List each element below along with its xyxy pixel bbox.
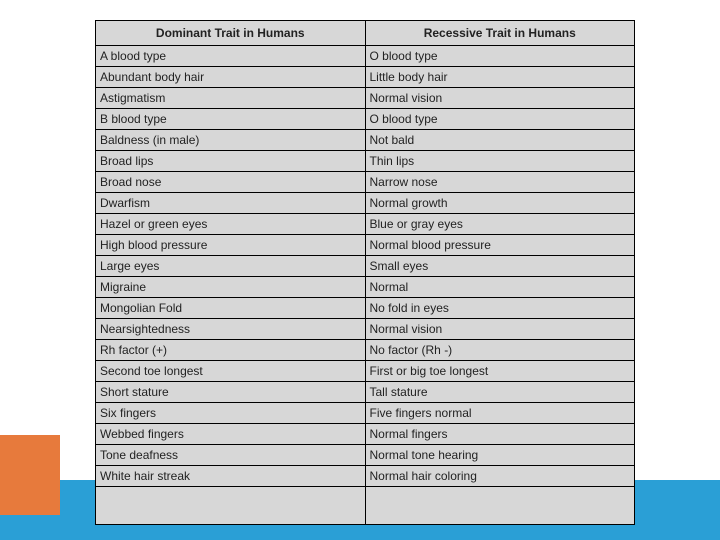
cell-dominant: Large eyes [96, 256, 366, 277]
traits-table-container: Dominant Trait in Humans Recessive Trait… [95, 20, 635, 525]
table-row: NearsightednessNormal vision [96, 319, 635, 340]
cell-dominant: White hair streak [96, 466, 366, 487]
cell-dominant: Nearsightedness [96, 319, 366, 340]
cell-dominant: Baldness (in male) [96, 130, 366, 151]
cell-dominant: Migraine [96, 277, 366, 298]
cell-dominant: Short stature [96, 382, 366, 403]
cell-recessive: Normal [365, 277, 635, 298]
table-row: Hazel or green eyesBlue or gray eyes [96, 214, 635, 235]
table-row: Tone deafnessNormal tone hearing [96, 445, 635, 466]
table-row: B blood typeO blood type [96, 109, 635, 130]
table-row: White hair streakNormal hair coloring [96, 466, 635, 487]
cell-recessive: Little body hair [365, 67, 635, 88]
cell-recessive: Normal blood pressure [365, 235, 635, 256]
cell-dominant: A blood type [96, 46, 366, 67]
table-row: Baldness (in male)Not bald [96, 130, 635, 151]
table-row: High blood pressureNormal blood pressure [96, 235, 635, 256]
cell-recessive: Normal tone hearing [365, 445, 635, 466]
cell-recessive: Normal hair coloring [365, 466, 635, 487]
cell-dominant: Webbed fingers [96, 424, 366, 445]
cell-dominant: Broad nose [96, 172, 366, 193]
table-body: A blood typeO blood typeAbundant body ha… [96, 46, 635, 525]
cell-dominant: Mongolian Fold [96, 298, 366, 319]
cell-recessive: Blue or gray eyes [365, 214, 635, 235]
cell-recessive: Normal vision [365, 88, 635, 109]
table-row: Six fingersFive fingers normal [96, 403, 635, 424]
col-header-dominant: Dominant Trait in Humans [96, 21, 366, 46]
cell-recessive: Normal growth [365, 193, 635, 214]
cell-dominant: Tone deafness [96, 445, 366, 466]
table-row: Broad lipsThin lips [96, 151, 635, 172]
table-row: Short statureTall stature [96, 382, 635, 403]
cell-recessive: Not bald [365, 130, 635, 151]
table-row: Abundant body hairLittle body hair [96, 67, 635, 88]
cell-dominant: Hazel or green eyes [96, 214, 366, 235]
cell-dominant: B blood type [96, 109, 366, 130]
table-row: DwarfismNormal growth [96, 193, 635, 214]
table-row: Second toe longestFirst or big toe longe… [96, 361, 635, 382]
cell-recessive: Normal fingers [365, 424, 635, 445]
cell-recessive: Narrow nose [365, 172, 635, 193]
cell-recessive: No fold in eyes [365, 298, 635, 319]
table-row: Large eyesSmall eyes [96, 256, 635, 277]
cell-recessive: O blood type [365, 46, 635, 67]
table-row: MigraineNormal [96, 277, 635, 298]
table-row: Broad noseNarrow nose [96, 172, 635, 193]
cell-recessive: First or big toe longest [365, 361, 635, 382]
cell-dominant: Dwarfism [96, 193, 366, 214]
table-row: AstigmatismNormal vision [96, 88, 635, 109]
table-row: Webbed fingersNormal fingers [96, 424, 635, 445]
table-spacer-row [96, 487, 635, 525]
spacer-cell [365, 487, 635, 525]
col-header-recessive: Recessive Trait in Humans [365, 21, 635, 46]
cell-dominant: Broad lips [96, 151, 366, 172]
cell-recessive: Five fingers normal [365, 403, 635, 424]
cell-dominant: High blood pressure [96, 235, 366, 256]
cell-dominant: Rh factor (+) [96, 340, 366, 361]
cell-dominant: Six fingers [96, 403, 366, 424]
cell-recessive: Thin lips [365, 151, 635, 172]
cell-recessive: Small eyes [365, 256, 635, 277]
table-row: Rh factor (+)No factor (Rh -) [96, 340, 635, 361]
cell-dominant: Second toe longest [96, 361, 366, 382]
cell-recessive: O blood type [365, 109, 635, 130]
table-row: Mongolian FoldNo fold in eyes [96, 298, 635, 319]
table-row: A blood typeO blood type [96, 46, 635, 67]
spacer-cell [96, 487, 366, 525]
cell-recessive: Normal vision [365, 319, 635, 340]
traits-table: Dominant Trait in Humans Recessive Trait… [95, 20, 635, 525]
cell-dominant: Astigmatism [96, 88, 366, 109]
cell-dominant: Abundant body hair [96, 67, 366, 88]
background-orange-block [0, 435, 60, 515]
cell-recessive: Tall stature [365, 382, 635, 403]
table-header-row: Dominant Trait in Humans Recessive Trait… [96, 21, 635, 46]
cell-recessive: No factor (Rh -) [365, 340, 635, 361]
